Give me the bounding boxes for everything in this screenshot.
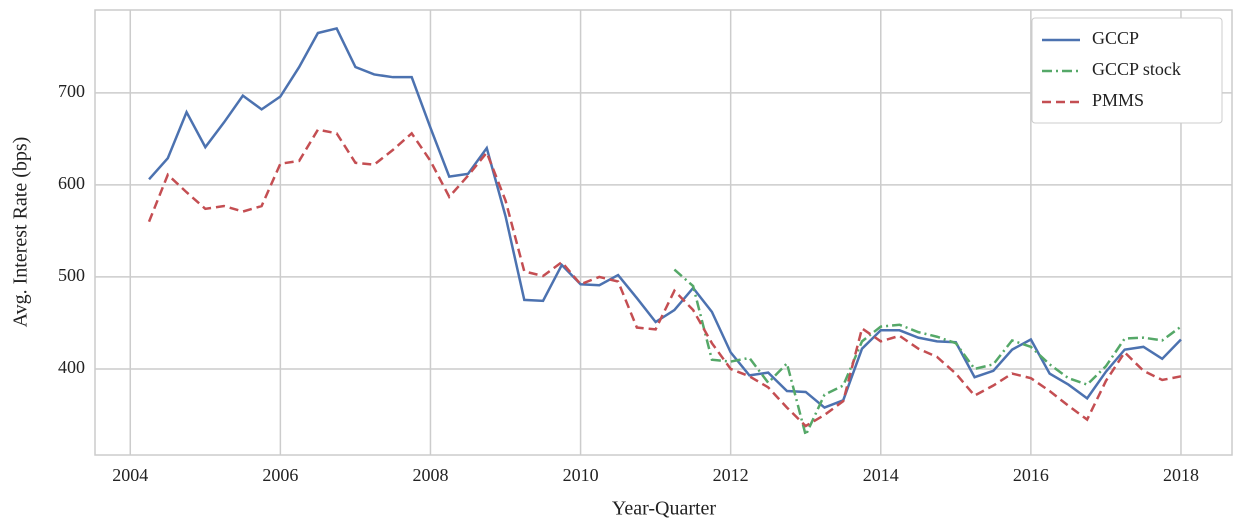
series-line — [147, 128, 1182, 428]
legend-box — [1031, 17, 1223, 124]
x-axis-label: Year-Quarter — [612, 498, 717, 520]
x-tick-label: 2012 — [713, 465, 749, 485]
x-tick-label: 2004 — [112, 465, 148, 485]
x-tick-label: 2008 — [412, 465, 448, 485]
x-tick-label: 2010 — [563, 465, 599, 485]
series-line — [673, 268, 1182, 439]
x-tick-label: 2018 — [1163, 465, 1199, 485]
y-tick-label: 600 — [58, 173, 85, 193]
y-tick-label: 400 — [58, 357, 85, 377]
y-axis-label: Avg. Interest Rate (bps) — [10, 137, 32, 328]
x-tick-label: 2016 — [1013, 465, 1049, 485]
x-tick-label: 2006 — [262, 465, 298, 485]
series-line — [148, 26, 1182, 410]
y-tick-label: 700 — [58, 81, 85, 101]
legend-label: GCCP — [1092, 28, 1139, 48]
legend-label: PMMS — [1092, 90, 1144, 110]
x-tick-label: 2014 — [863, 465, 899, 485]
y-tick-label: 500 — [58, 265, 85, 285]
legend-label: GCCP stock — [1092, 59, 1181, 79]
